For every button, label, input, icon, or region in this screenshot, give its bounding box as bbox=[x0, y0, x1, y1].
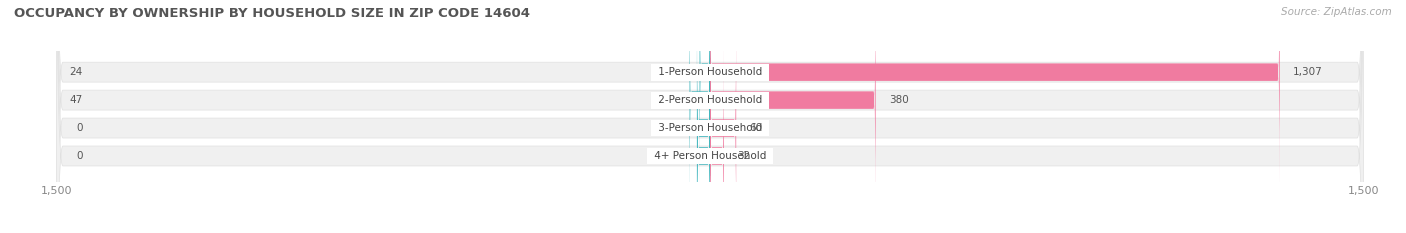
FancyBboxPatch shape bbox=[697, 43, 710, 233]
Text: 47: 47 bbox=[69, 95, 83, 105]
FancyBboxPatch shape bbox=[710, 43, 724, 233]
FancyBboxPatch shape bbox=[56, 0, 1364, 233]
Text: 60: 60 bbox=[749, 123, 762, 133]
Text: Source: ZipAtlas.com: Source: ZipAtlas.com bbox=[1281, 7, 1392, 17]
Text: 3-Person Household: 3-Person Household bbox=[655, 123, 765, 133]
Text: 4+ Person Household: 4+ Person Household bbox=[651, 151, 769, 161]
FancyBboxPatch shape bbox=[689, 0, 710, 213]
Text: 24: 24 bbox=[69, 67, 83, 77]
Text: 1,307: 1,307 bbox=[1292, 67, 1323, 77]
FancyBboxPatch shape bbox=[710, 0, 1279, 185]
Text: 0: 0 bbox=[76, 123, 83, 133]
Text: 2-Person Household: 2-Person Household bbox=[655, 95, 765, 105]
Text: 1-Person Household: 1-Person Household bbox=[655, 67, 765, 77]
Text: 380: 380 bbox=[889, 95, 908, 105]
FancyBboxPatch shape bbox=[710, 15, 737, 233]
Text: 0: 0 bbox=[76, 151, 83, 161]
FancyBboxPatch shape bbox=[56, 0, 1364, 233]
FancyBboxPatch shape bbox=[697, 15, 710, 233]
FancyBboxPatch shape bbox=[56, 0, 1364, 233]
FancyBboxPatch shape bbox=[710, 0, 876, 213]
Text: 32: 32 bbox=[737, 151, 751, 161]
FancyBboxPatch shape bbox=[56, 0, 1364, 233]
FancyBboxPatch shape bbox=[700, 0, 710, 185]
Text: OCCUPANCY BY OWNERSHIP BY HOUSEHOLD SIZE IN ZIP CODE 14604: OCCUPANCY BY OWNERSHIP BY HOUSEHOLD SIZE… bbox=[14, 7, 530, 20]
